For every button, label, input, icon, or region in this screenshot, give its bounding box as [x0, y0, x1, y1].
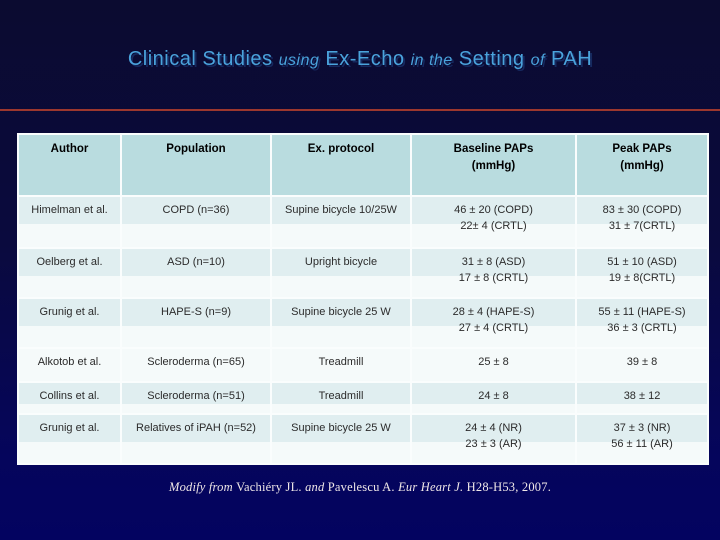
- table-row: Grunig et al. HAPE-S (n=9) Supine bicycl…: [17, 297, 709, 349]
- table-row: Alkotob et al. Scleroderma (n=65) Treadm…: [17, 347, 709, 383]
- cell-peak-paps: 51 ± 10 (ASD) 19 ± 8(CRTL): [575, 247, 709, 299]
- cell-population: Scleroderma (n=65): [120, 347, 272, 383]
- cell-peak-paps: 55 ± 11 (HAPE-S) 36 ± 3 (CRTL): [575, 297, 709, 349]
- column-header-author: Author: [17, 133, 122, 197]
- clinical-studies-table: Author Population Ex. protocol Baseline …: [17, 133, 709, 465]
- table-row: Himelman et al. COPD (n=36) Supine bicyc…: [17, 195, 709, 249]
- citation-segment: Vachiéry JL.: [236, 480, 306, 494]
- title-segment: Clinical Studies: [127, 48, 279, 70]
- cell-population: Scleroderma (n=51): [120, 381, 272, 415]
- column-header-protocol: Ex. protocol: [270, 133, 412, 197]
- slide-title: Clinical Studies using Ex-Echo in the Se…: [0, 48, 720, 71]
- title-segment-italic: in the: [410, 52, 453, 69]
- cell-protocol: Upright bicycle: [270, 247, 412, 299]
- cell-author: Grunig et al.: [17, 297, 122, 349]
- title-segment: Ex-Echo: [319, 48, 411, 70]
- cell-population: ASD (n=10): [120, 247, 272, 299]
- cell-baseline-paps: 28 ± 4 (HAPE-S) 27 ± 4 (CRTL): [410, 297, 577, 349]
- cell-protocol: Treadmill: [270, 347, 412, 383]
- cell-protocol: Supine bicycle 10/25W: [270, 195, 412, 249]
- cell-protocol: Treadmill: [270, 381, 412, 415]
- title-segment-italic: using: [278, 52, 320, 69]
- table-header-row: Author Population Ex. protocol Baseline …: [17, 133, 709, 197]
- cell-peak-paps: 39 ± 8: [575, 347, 709, 383]
- table-row: Collins et al. Scleroderma (n=51) Treadm…: [17, 381, 709, 415]
- divider-line: [0, 109, 720, 111]
- cell-baseline-paps: 25 ± 8: [410, 347, 577, 383]
- cell-peak-paps: 37 ± 3 (NR) 56 ± 11 (AR): [575, 413, 709, 465]
- cell-author: Alkotob et al.: [17, 347, 122, 383]
- citation-segment: Pavelescu A.: [327, 480, 399, 494]
- cell-peak-paps: 38 ± 12: [575, 381, 709, 415]
- title-segment-italic: of: [530, 52, 545, 69]
- cell-baseline-paps: 24 ± 8: [410, 381, 577, 415]
- cell-author: Collins et al.: [17, 381, 122, 415]
- cell-protocol: Supine bicycle 25 W: [270, 413, 412, 465]
- cell-peak-paps: 83 ± 30 (COPD) 31 ± 7(CRTL): [575, 195, 709, 249]
- column-header-baseline-paps: Baseline PAPs (mmHg): [410, 133, 577, 197]
- citation: Modify from Vachiéry JL. and Pavelescu A…: [0, 480, 720, 495]
- citation-segment-italic: and: [305, 480, 328, 494]
- title-segment: PAH: [544, 48, 593, 70]
- cell-population: COPD (n=36): [120, 195, 272, 249]
- cell-baseline-paps: 31 ± 8 (ASD) 17 ± 8 (CRTL): [410, 247, 577, 299]
- cell-population: Relatives of iPAH (n=52): [120, 413, 272, 465]
- table-row: Grunig et al. Relatives of iPAH (n=52) S…: [17, 413, 709, 465]
- citation-segment-italic: Eur Heart J.: [398, 480, 464, 494]
- cell-baseline-paps: 24 ± 4 (NR) 23 ± 3 (AR): [410, 413, 577, 465]
- cell-author: Oelberg et al.: [17, 247, 122, 299]
- cell-baseline-paps: 46 ± 20 (COPD) 22± 4 (CRTL): [410, 195, 577, 249]
- citation-segment: H28-H53, 2007.: [463, 480, 552, 494]
- cell-author: Grunig et al.: [17, 413, 122, 465]
- table-row: Oelberg et al. ASD (n=10) Upright bicycl…: [17, 247, 709, 299]
- citation-segment-italic: Modify from: [168, 480, 237, 494]
- cell-protocol: Supine bicycle 25 W: [270, 297, 412, 349]
- column-header-population: Population: [120, 133, 272, 197]
- cell-author: Himelman et al.: [17, 195, 122, 249]
- column-header-peak-paps: Peak PAPs (mmHg): [575, 133, 709, 197]
- title-segment: Setting: [452, 48, 531, 70]
- cell-population: HAPE-S (n=9): [120, 297, 272, 349]
